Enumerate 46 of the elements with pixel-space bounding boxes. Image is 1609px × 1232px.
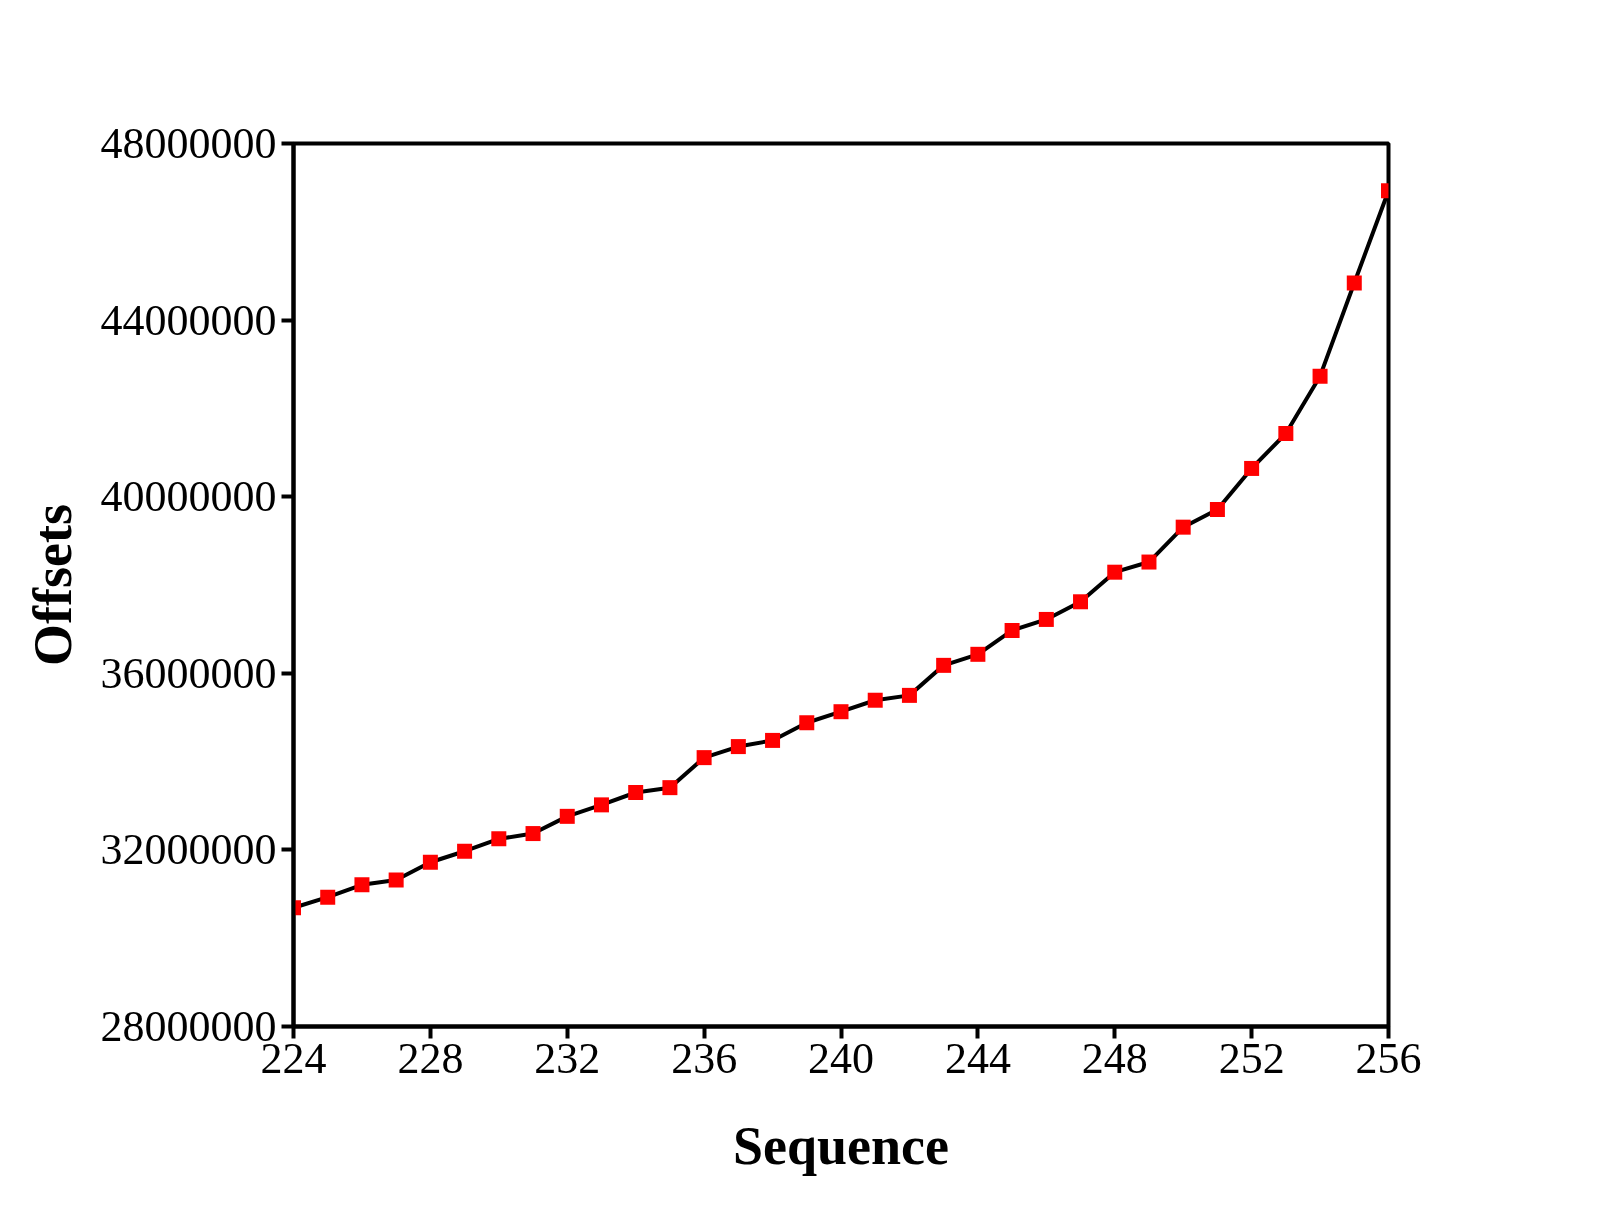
point — [1244, 460, 1260, 476]
point — [936, 657, 952, 673]
point — [765, 732, 781, 748]
point — [593, 797, 609, 813]
point — [628, 785, 644, 801]
point — [422, 854, 438, 870]
point — [1073, 594, 1089, 610]
x-tick-label: 228 — [397, 1033, 464, 1083]
point — [1346, 275, 1362, 291]
x-tick-label: 240 — [808, 1033, 874, 1083]
point — [901, 687, 917, 703]
y-tick-label: 32000000 — [100, 825, 277, 875]
point — [1209, 502, 1225, 517]
point — [730, 739, 746, 755]
x-tick-label: 232 — [534, 1033, 601, 1083]
point — [696, 750, 712, 766]
x-tick-label: 256 — [1355, 1033, 1422, 1083]
point — [1107, 564, 1123, 580]
point — [1312, 368, 1328, 384]
y-tick-label: 36000000 — [100, 648, 277, 698]
point — [320, 889, 336, 905]
point — [491, 831, 507, 847]
y-tick-label: 40000000 — [100, 472, 277, 522]
x-tick-label: 236 — [671, 1033, 738, 1083]
x-tick-label: 248 — [1081, 1033, 1148, 1083]
point — [559, 808, 575, 824]
x-tick-label: 252 — [1218, 1033, 1285, 1083]
point — [354, 877, 370, 893]
point — [388, 872, 404, 888]
point — [799, 715, 815, 731]
point — [970, 646, 986, 662]
x-tick-label: 244 — [944, 1033, 1011, 1083]
point — [833, 704, 849, 720]
x-axis-title: Sequence — [733, 1115, 949, 1176]
point — [1004, 622, 1020, 638]
y-tick-label: 44000000 — [100, 295, 277, 345]
point — [1278, 426, 1294, 442]
point — [525, 826, 541, 842]
y-tick-label: 48000000 — [100, 119, 277, 168]
point — [1038, 611, 1054, 627]
point — [662, 780, 678, 796]
y-axis-title: Offsets — [22, 504, 83, 666]
point — [457, 843, 473, 859]
point — [1141, 554, 1157, 570]
point — [867, 692, 883, 708]
point — [1175, 519, 1191, 535]
